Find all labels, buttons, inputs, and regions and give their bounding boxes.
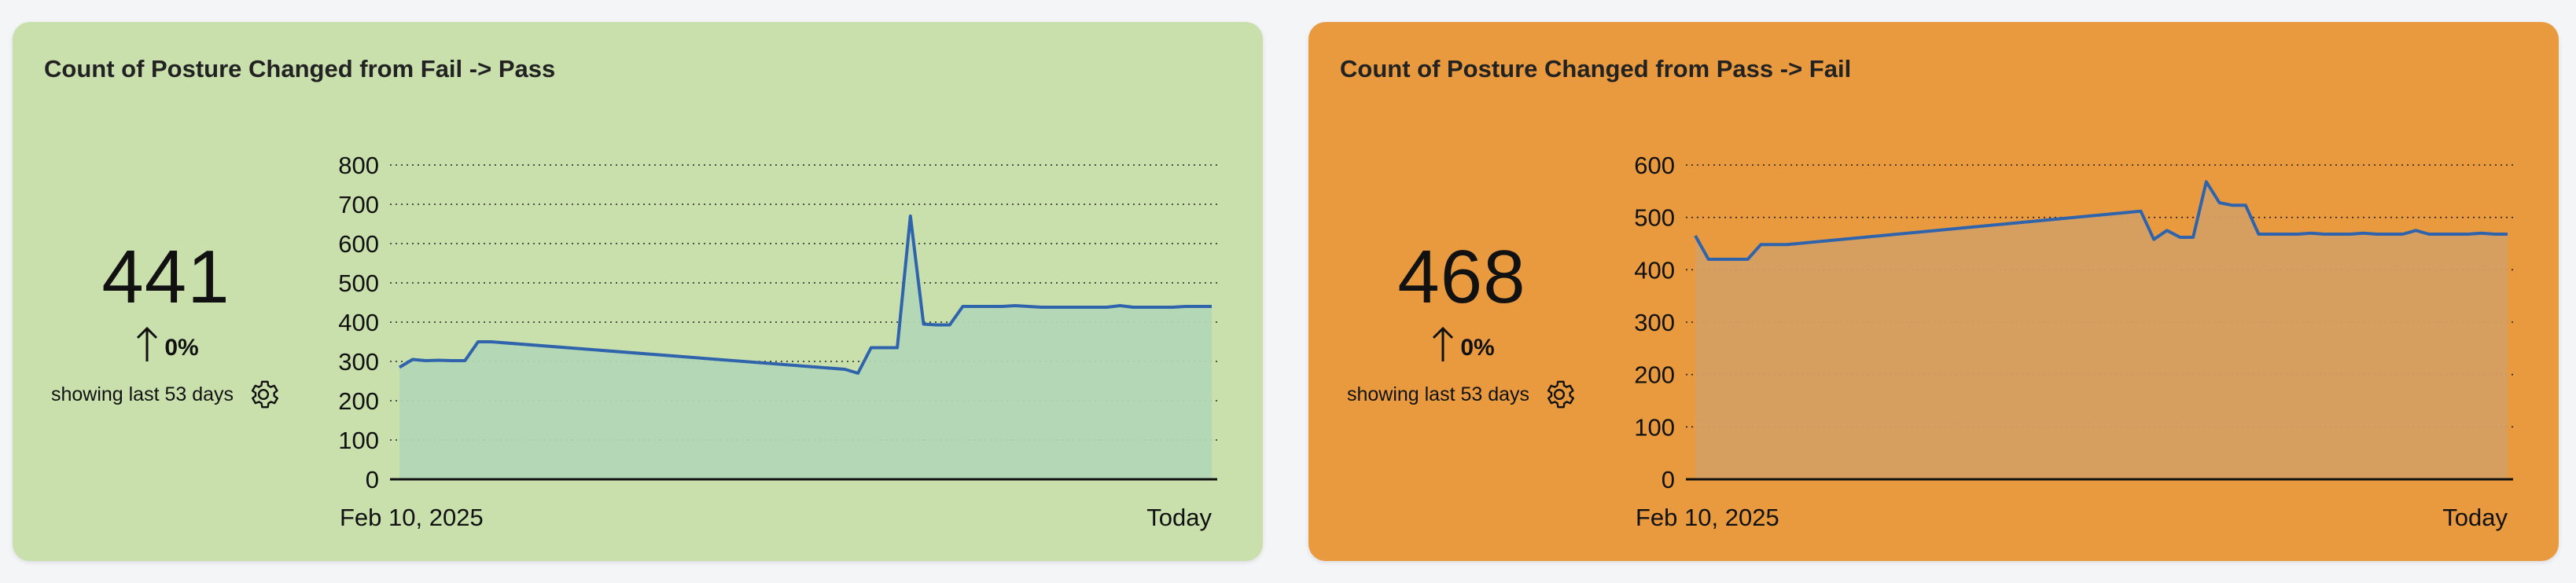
y-tick-label: 500 — [338, 270, 379, 297]
gear-icon[interactable] — [1542, 377, 1577, 412]
kpi-change: 0% — [1308, 325, 1615, 363]
y-tick-label: 700 — [338, 191, 379, 218]
date-range-label: showing last 53 days — [50, 383, 234, 405]
y-tick-label: 600 — [1634, 152, 1675, 179]
x-axis-start-label: Feb 10, 2025 — [1636, 504, 1779, 531]
pass-to-fail-chart: 0 100 200 300 400 500 600 Feb 10, 2025 Today — [1634, 152, 2513, 531]
kpi-change: 0% — [13, 325, 319, 363]
series-line — [1694, 180, 2508, 261]
kpi-change-percent: 0% — [164, 335, 199, 361]
fail-to-pass-chart: 0 100 200 300 400 500 600 700 800 Feb 10, 2025 Tod… — [338, 152, 1217, 531]
arrow-up-icon — [137, 326, 158, 361]
date-range-label: showing last 53 days — [1346, 383, 1530, 405]
y-tick-label: 800 — [338, 152, 379, 179]
y-tick-label: 600 — [338, 230, 379, 258]
arrow-up-icon — [1433, 326, 1454, 361]
kpi-footer: showing last 53 days — [13, 377, 319, 412]
series-area — [399, 216, 1212, 479]
pass-to-fail-card: Count of Posture Changed from Pass -> Fa… — [1308, 22, 2559, 561]
card-title: Count of Posture Changed from Pass -> Fa… — [1340, 55, 1852, 82]
kpi-summary: 468 0% showing last 53 days — [1308, 234, 1615, 412]
kpi-value: 468 — [1397, 235, 1526, 319]
y-tick-label: 300 — [1634, 309, 1675, 336]
series-line — [398, 214, 1212, 375]
y-tick-label: 0 — [366, 466, 379, 493]
fail-to-pass-card: Count of Posture Changed from Fail -> Pa… — [13, 22, 1263, 561]
y-tick-label: 0 — [1662, 466, 1675, 493]
y-tick-label: 500 — [1634, 204, 1675, 232]
y-tick-label: 300 — [338, 348, 379, 376]
kpi-footer: showing last 53 days — [1308, 377, 1615, 412]
x-axis-start-label: Feb 10, 2025 — [340, 504, 484, 531]
series-area — [1695, 182, 2508, 480]
y-tick-label: 200 — [338, 387, 379, 415]
y-tick-label: 400 — [338, 309, 379, 336]
y-tick-label: 200 — [1634, 361, 1675, 389]
kpi-summary: 441 0% showing last 53 days — [13, 234, 319, 412]
x-axis-end-label: Today — [2442, 504, 2508, 531]
x-axis-end-label: Today — [1146, 504, 1212, 531]
y-tick-label: 400 — [1634, 256, 1675, 284]
kpi-change-percent: 0% — [1460, 335, 1495, 361]
y-tick-label: 100 — [338, 427, 379, 454]
gear-icon[interactable] — [246, 377, 281, 412]
card-title: Count of Posture Changed from Fail -> Pa… — [44, 55, 556, 82]
y-tick-label: 100 — [1634, 413, 1675, 441]
kpi-value: 441 — [101, 235, 230, 319]
